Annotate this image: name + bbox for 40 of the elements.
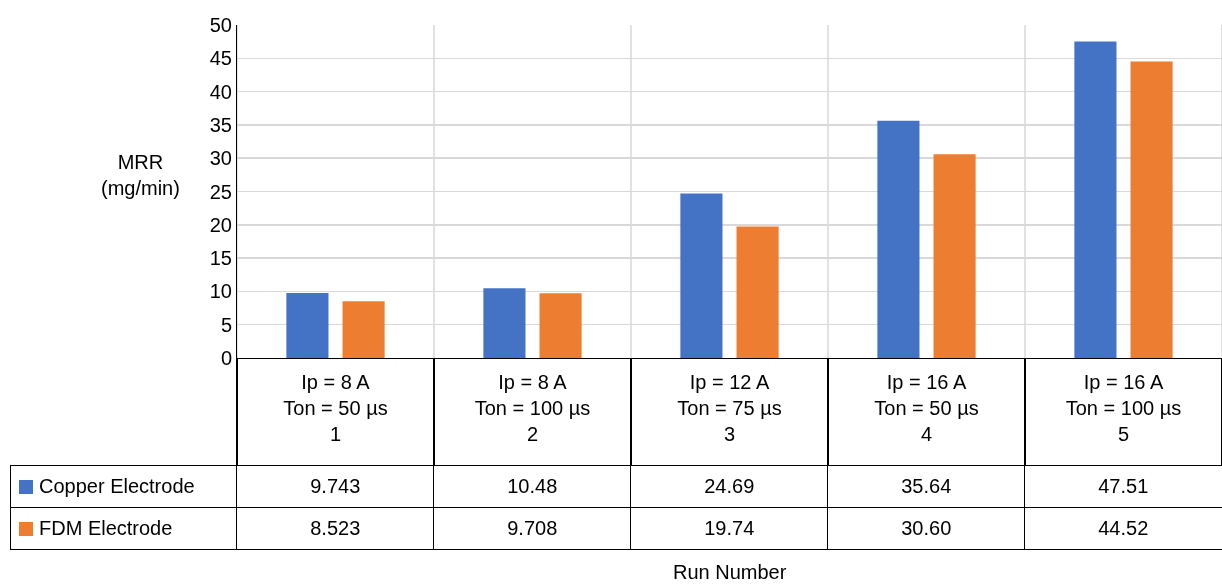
bar — [1074, 41, 1117, 358]
data-label: 44.52 — [1024, 507, 1222, 550]
y-tick-label: 40 — [209, 80, 232, 103]
y-tick-label: 0 — [220, 347, 232, 369]
data-label: 10.48 — [433, 465, 632, 508]
bar — [1130, 61, 1173, 358]
bar — [736, 226, 779, 358]
y-tick-label: 45 — [209, 47, 232, 70]
y-tick-label: 50 — [209, 14, 232, 36]
bar — [933, 154, 976, 358]
y-tick-label: 35 — [209, 113, 232, 136]
legend-label: FDM Electrode — [39, 517, 173, 540]
x-tick-label: Ip = 16 A Ton = 100 µs 5 — [1065, 371, 1182, 445]
data-label: 24.69 — [630, 465, 829, 508]
y-tick-label: 25 — [209, 180, 232, 203]
legend-label: Copper Electrode — [39, 475, 195, 498]
data-label: 19.74 — [630, 507, 829, 550]
bar — [286, 293, 329, 358]
bar — [877, 120, 920, 358]
bar — [483, 288, 526, 358]
data-label: 35.64 — [827, 465, 1026, 508]
data-label: 8.523 — [236, 507, 435, 550]
y-axis-title: MRR (mg/min) — [101, 151, 180, 199]
y-tick-label: 10 — [209, 280, 232, 303]
data-label: 47.51 — [1024, 465, 1222, 508]
y-tick-label: 20 — [209, 213, 232, 236]
x-tick-label: Ip = 8 A Ton = 100 µs 2 — [474, 371, 591, 445]
bar — [680, 193, 723, 358]
x-tick-label: Ip = 16 A Ton = 50 µs 4 — [874, 371, 979, 445]
y-tick-label: 15 — [209, 247, 232, 270]
data-label: 9.743 — [236, 465, 435, 508]
text: Run Number — [673, 561, 787, 583]
data-label: 30.60 — [827, 507, 1026, 550]
bar — [342, 301, 385, 358]
x-tick-label: Ip = 12 A Ton = 75 µs 3 — [677, 371, 782, 445]
data-label: 9.708 — [433, 507, 632, 550]
bar — [539, 293, 582, 358]
x-tick-label: Ip = 8 A Ton = 50 µs 1 — [283, 371, 388, 445]
y-tick-label: 5 — [220, 313, 232, 336]
y-tick-label: 30 — [209, 147, 232, 170]
